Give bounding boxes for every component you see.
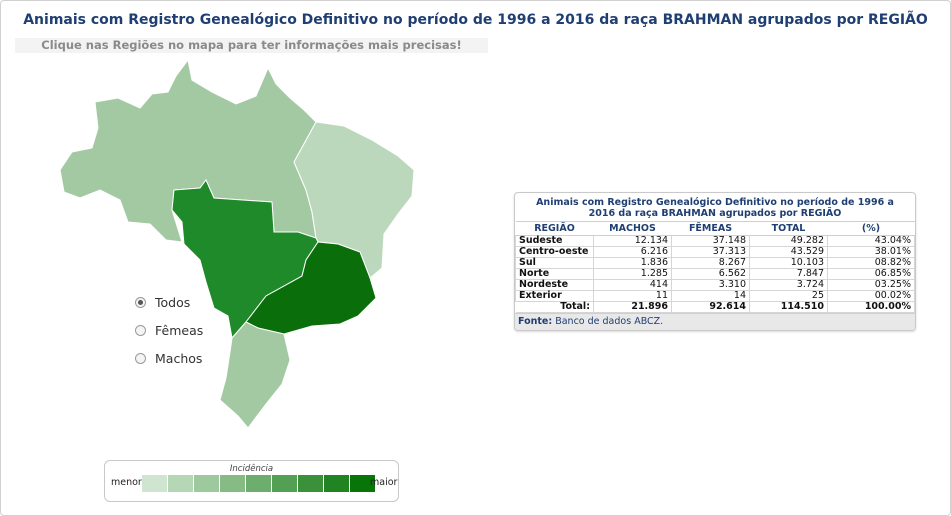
- source-text: Banco de dados ABCZ.: [555, 316, 664, 327]
- cell-pct: 38.01%: [827, 246, 915, 258]
- legend-title: Incidência: [229, 464, 274, 474]
- table-row: Centro-oeste 6.216 37.313 43.529 38.01%: [515, 246, 915, 258]
- filter-femeas[interactable]: Fêmeas: [135, 316, 203, 344]
- table-row: Exterior 11 14 25 00.02%: [515, 290, 915, 302]
- brazil-map: [59, 58, 415, 429]
- col-header-total: TOTAL: [749, 221, 828, 236]
- legend-max-label: maior: [370, 477, 398, 488]
- table-row: Norte 1.285 6.562 7.847 06.85%: [515, 268, 915, 280]
- table-total-row: Total: 21.896 92.614 114.510 100.00%: [515, 301, 915, 313]
- cell-total-label: Total:: [515, 301, 594, 313]
- filter-machos[interactable]: Machos: [135, 344, 203, 372]
- legend-swatch: [142, 475, 167, 492]
- cell-femeas: 14: [671, 290, 750, 302]
- radio-machos[interactable]: [135, 352, 146, 364]
- legend-swatch: [272, 475, 297, 492]
- region-table-panel: Animais com Registro Genealógico Definit…: [514, 192, 916, 331]
- filter-label: Machos: [155, 350, 203, 366]
- filter-label: Fêmeas: [155, 322, 204, 338]
- table-row: Sul 1.836 8.267 10.103 08.82%: [515, 257, 915, 269]
- cell-total: 7.847: [749, 268, 828, 280]
- cell-pct: 03.25%: [827, 279, 915, 291]
- region-table: REGIÃO MACHOS FÊMEAS TOTAL (%) Sudeste 1…: [515, 221, 915, 313]
- col-header-femeas: FÊMEAS: [671, 221, 750, 236]
- cell-region: Norte: [515, 268, 594, 280]
- cell-machos: 1.285: [593, 268, 672, 280]
- cell-machos: 1.836: [593, 257, 672, 269]
- map-region-sudeste[interactable]: [245, 241, 377, 335]
- map-region-nordeste[interactable]: [293, 121, 415, 279]
- cell-total-total: 114.510: [749, 301, 828, 313]
- cell-total: 25: [749, 290, 828, 302]
- source-label: Fonte:: [518, 316, 553, 327]
- cell-total-pct: 100.00%: [827, 301, 915, 313]
- cell-machos: 12.134: [593, 235, 672, 247]
- table-title: Animais com Registro Genealógico Definit…: [536, 197, 894, 219]
- cell-machos: 414: [593, 279, 672, 291]
- cell-pct: 08.82%: [827, 257, 915, 269]
- cell-pct: 00.02%: [827, 290, 915, 302]
- cell-total-machos: 21.896: [593, 301, 672, 313]
- cell-femeas: 3.310: [671, 279, 750, 291]
- cell-total: 43.529: [749, 246, 828, 258]
- filter-group: Todos Fêmeas Machos: [135, 288, 203, 372]
- legend-swatch: [246, 475, 271, 492]
- legend-swatch: [220, 475, 245, 492]
- cell-total-femeas: 92.614: [671, 301, 750, 313]
- cell-total: 10.103: [749, 257, 828, 269]
- legend-swatch: [194, 475, 219, 492]
- cell-femeas: 37.313: [671, 246, 750, 258]
- cell-pct: 43.04%: [827, 235, 915, 247]
- legend-color-scale: [142, 475, 376, 492]
- table-row: Nordeste 414 3.310 3.724 03.25%: [515, 279, 915, 291]
- map-region-sul[interactable]: [219, 321, 291, 429]
- cell-femeas: 6.562: [671, 268, 750, 280]
- table-source: Fonte: Banco de dados ABCZ.: [515, 313, 915, 330]
- map-hint: Clique nas Regiões no mapa para ter info…: [15, 38, 488, 53]
- page-title: Animais com Registro Genealógico Definit…: [23, 12, 928, 28]
- filter-todos[interactable]: Todos: [135, 288, 203, 316]
- col-header-pct: (%): [827, 221, 915, 236]
- cell-total: 3.724: [749, 279, 828, 291]
- legend-swatch: [298, 475, 323, 492]
- cell-machos: 6.216: [593, 246, 672, 258]
- legend-swatch: [168, 475, 193, 492]
- radio-todos[interactable]: [135, 296, 146, 308]
- legend-swatch: [350, 475, 375, 492]
- cell-region: Sul: [515, 257, 594, 269]
- cell-femeas: 37.148: [671, 235, 750, 247]
- legend-swatch: [324, 475, 349, 492]
- cell-femeas: 8.267: [671, 257, 750, 269]
- cell-region: Exterior: [515, 290, 594, 302]
- col-header-machos: MACHOS: [593, 221, 672, 236]
- cell-machos: 11: [593, 290, 672, 302]
- cell-total: 49.282: [749, 235, 828, 247]
- cell-region: Sudeste: [515, 235, 594, 247]
- table-row: Sudeste 12.134 37.148 49.282 43.04%: [515, 235, 915, 247]
- cell-region: Centro-oeste: [515, 246, 594, 258]
- table-header-row: REGIÃO MACHOS FÊMEAS TOTAL (%): [515, 221, 915, 236]
- filter-label: Todos: [155, 294, 191, 310]
- cell-pct: 06.85%: [827, 268, 915, 280]
- legend-min-label: menor: [111, 477, 142, 488]
- cell-region: Nordeste: [515, 279, 594, 291]
- incidence-legend: Incidência menor maior: [104, 460, 399, 502]
- col-header-regiao: REGIÃO: [515, 221, 594, 236]
- radio-femeas[interactable]: [135, 324, 146, 336]
